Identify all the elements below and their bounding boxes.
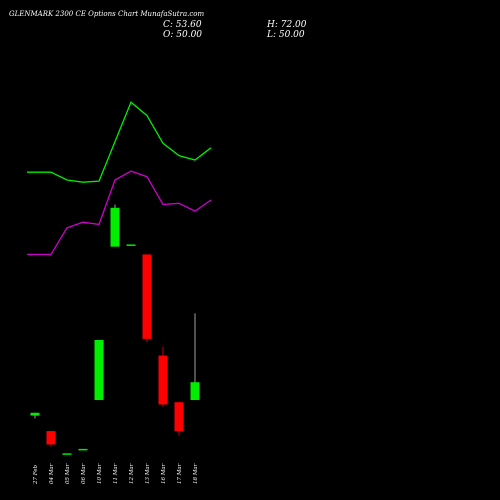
candle-body [78,448,88,451]
candle [62,453,72,455]
candle [174,402,184,436]
x-tick-label: 10 Mar [97,463,103,484]
candle-body [142,254,152,339]
candle [46,431,56,447]
x-tick-label: 06 Mar [81,463,87,484]
candle [78,448,88,451]
candle-body [62,453,72,455]
x-tick-label: 05 Mar [65,463,71,484]
candle-body [30,412,40,416]
x-tick-label: 13 Mar [145,463,151,484]
high-label: H: 72.00 [266,20,307,30]
candle-body [174,402,184,432]
x-tick-label: 11 Mar [113,463,119,484]
x-tick-label: 12 Mar [129,463,135,484]
x-tick-label: 04 Mar [49,463,55,484]
open-label: O: 50.00 [163,30,202,40]
candle-body [110,207,120,247]
chart-title: GLENMARK 2300 CE Options Chart MunafaSut… [9,10,205,18]
candle-body [126,244,136,246]
candle [30,412,40,419]
candle [190,313,200,400]
candle [126,244,136,246]
x-tick-label: 17 Mar [177,463,183,484]
candle-body [94,340,104,400]
lower-band-line [27,170,212,256]
x-tick-label: 27 Feb [33,464,39,485]
candle [94,340,104,400]
x-axis-ticks: 27 Feb 04 Mar 05 Mar 06 Mar 10 Mar 11 Mar 12 M… [33,463,199,485]
low-label: L: 50.00 [266,30,305,40]
x-tick-label: 18 Mar [193,463,199,484]
candle [142,254,152,343]
candle [110,204,120,247]
bands-layer [27,101,212,256]
candle [158,346,168,407]
candle-body [158,355,168,405]
close-label: C: 53.60 [163,20,202,30]
upper-band-line [27,101,212,183]
candle-body [46,431,56,445]
candles-layer [30,204,200,455]
candle-body [190,382,200,400]
x-tick-label: 16 Mar [161,463,167,484]
